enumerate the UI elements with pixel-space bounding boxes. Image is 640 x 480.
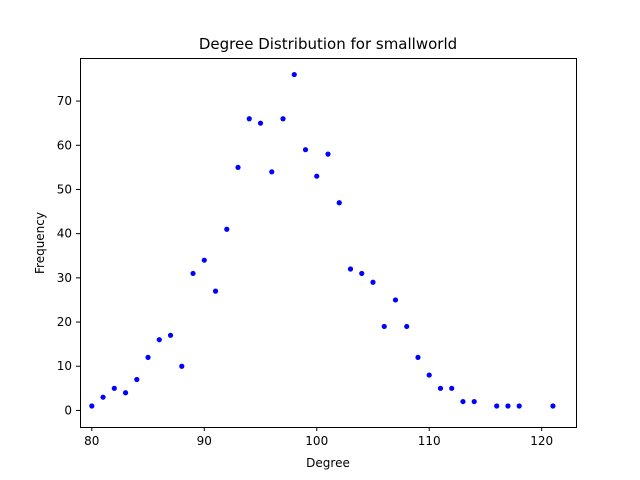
data-point [471,398,477,405]
data-point [156,337,162,343]
data-point [145,354,151,360]
data-point [381,323,387,330]
data-point [179,363,185,369]
data-point [404,323,410,330]
chart-title: Degree Distribution for smallworld [199,35,457,53]
data-point [494,403,500,409]
y-axis-label: Frequency [33,212,47,274]
data-point [314,173,320,179]
data-point [111,385,117,391]
data-point [415,354,421,360]
data-point [269,169,275,175]
data-point [122,390,129,396]
data-point [257,120,264,126]
data-point [336,200,342,206]
data-point [201,257,207,263]
data-point [291,71,297,78]
y-axis-ticks: 0 10 20 30 40 50 60 70 [57,94,80,417]
x-tick-label: 120 [530,434,553,448]
x-axis-label: Degree [306,456,350,470]
x-tick-label: 80 [84,434,99,448]
data-point [246,116,252,122]
data-point [235,164,241,170]
data-point [550,403,556,409]
plot-frame [80,58,577,428]
data-point [167,332,174,338]
y-tick-label: 0 [64,403,72,417]
data-point [100,394,106,400]
y-tick-label: 60 [57,138,72,152]
data-point [224,226,230,232]
data-point [392,297,399,303]
data-point [505,403,511,409]
points-layer [89,71,556,409]
y-tick-label: 50 [57,182,72,196]
data-point [302,147,309,153]
data-point [516,403,522,409]
data-point [134,376,140,383]
y-tick-label: 70 [57,94,72,108]
data-point [426,372,432,378]
y-tick-label: 10 [57,359,72,373]
y-tick-label: 20 [57,315,72,329]
data-point [347,266,354,272]
x-tick-label: 110 [418,434,441,448]
data-point [190,270,196,277]
data-point [280,116,286,122]
data-point [325,151,331,157]
data-point [359,270,365,277]
data-point [89,403,95,409]
x-axis-ticks: 80 90 100 110 120 [84,427,553,448]
x-tick-label: 90 [197,434,212,448]
data-point [370,279,376,285]
x-tick-label: 100 [305,434,328,448]
data-point [212,288,219,294]
y-tick-label: 40 [57,227,72,241]
data-point [437,385,444,391]
data-point [449,385,455,391]
y-tick-label: 30 [57,271,72,285]
data-point [460,398,466,405]
